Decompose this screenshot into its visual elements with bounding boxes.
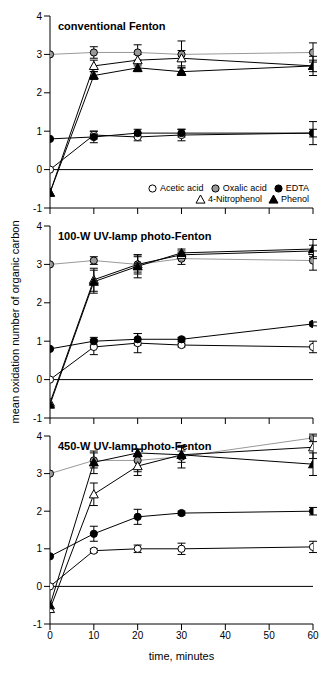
svg-text:4: 4 <box>36 11 42 22</box>
svg-text:-1: -1 <box>33 203 42 214</box>
svg-text:50: 50 <box>264 630 276 641</box>
svg-text:2: 2 <box>36 506 42 517</box>
svg-text:0: 0 <box>36 164 42 175</box>
svg-text:40: 40 <box>220 630 232 641</box>
html-text:450-W UV-lamp photo-Fenton: 450-W UV-lamp photo-Fenton <box>58 440 212 452</box>
svg-text:30: 30 <box>176 630 188 641</box>
svg-text:-1: -1 <box>33 619 42 630</box>
html-text:Acetic acid: Acetic acid <box>160 183 204 193</box>
svg-text:-1: -1 <box>33 413 42 424</box>
svg-text:0: 0 <box>47 630 53 641</box>
svg-text:0: 0 <box>36 374 42 385</box>
html-text:100-W UV-lamp photo-Fenton: 100-W UV-lamp photo-Fenton <box>58 230 212 242</box>
svg-text:3: 3 <box>36 259 42 270</box>
html-text:conventional Fenton: conventional Fenton <box>58 20 166 32</box>
svg-text:1: 1 <box>36 126 42 137</box>
svg-text:10: 10 <box>88 630 100 641</box>
html-text:EDTA: EDTA <box>285 183 309 193</box>
svg-text:time, minutes: time, minutes <box>149 650 215 662</box>
svg-text:4: 4 <box>36 431 42 442</box>
svg-text:20: 20 <box>132 630 144 641</box>
html-text:Oxalic acid: Oxalic acid <box>222 183 267 193</box>
svg-text:3: 3 <box>36 49 42 60</box>
svg-text:60: 60 <box>307 630 319 641</box>
html-text:4-Nitrophenol: 4-Nitrophenol <box>207 194 262 204</box>
svg-text:0: 0 <box>36 581 42 592</box>
svg-text:3: 3 <box>36 468 42 479</box>
svg-text:2: 2 <box>36 297 42 308</box>
svg-text:2: 2 <box>36 87 42 98</box>
svg-text:1: 1 <box>36 543 42 554</box>
svg-text:1: 1 <box>36 336 42 347</box>
html-text:mean oxidation number of organ: mean oxidation number of organic carbon <box>9 220 21 424</box>
svg-text:4: 4 <box>36 221 42 232</box>
html-text:Phenol: Phenol <box>281 194 309 204</box>
